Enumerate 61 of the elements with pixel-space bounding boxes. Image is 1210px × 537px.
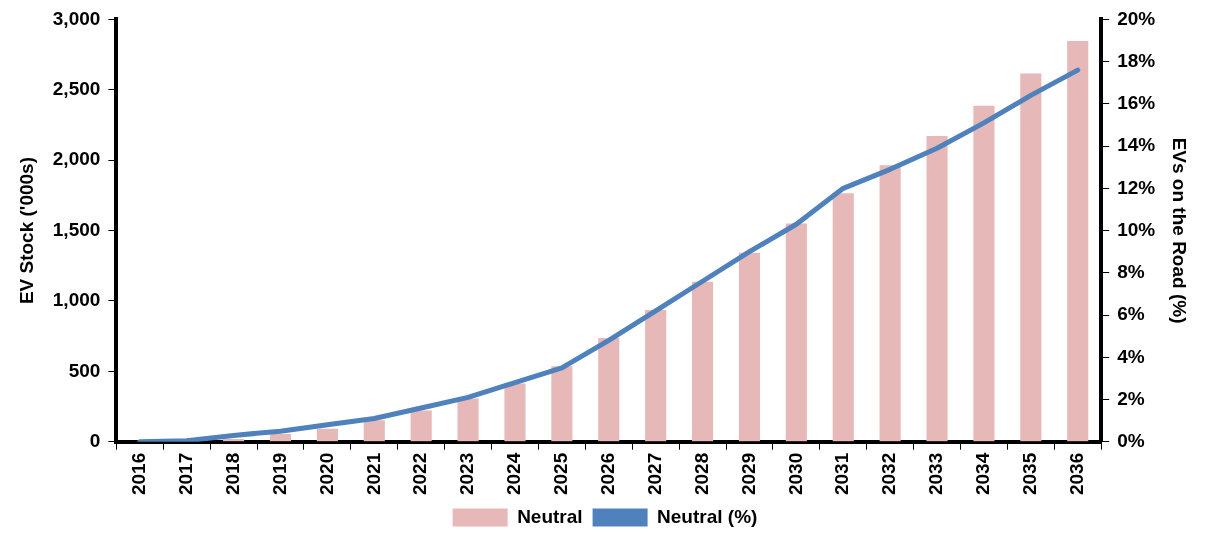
y2-tick-label: 10% [1117,218,1156,240]
bar [504,383,526,442]
bar [316,428,338,442]
y-tick-label: 0 [89,429,101,451]
bar [926,135,948,442]
x-tick-label: 2019 [268,452,290,496]
y2-tick-label: 4% [1117,345,1145,367]
y2-tick-label: 0% [1117,429,1145,451]
bar [738,252,760,442]
bar [598,338,620,442]
y-tick-label: 500 [68,359,101,381]
x-tick-label: 2020 [315,452,337,496]
y2-tick-label: 18% [1117,49,1156,71]
x-tick-label: 2017 [174,452,196,496]
y-tick-label: 1,500 [52,218,101,240]
y2-tick-label: 2% [1117,387,1145,409]
x-tick-label: 2016 [128,452,150,496]
x-tick-label: 2028 [690,452,712,496]
x-tick-label: 2035 [1019,452,1041,496]
x-tick-label: 2030 [784,452,806,496]
bar [269,433,292,442]
x-tick-label: 2032 [878,452,900,496]
x-tick-label: 2022 [409,452,431,496]
x-tick-label: 2023 [456,452,478,496]
bar [692,281,714,442]
y-tick-label: 2,000 [52,148,101,170]
x-tick-label: 2018 [221,452,243,496]
bar [410,410,432,442]
bar [551,366,573,442]
x-tick-label: 2025 [550,452,572,496]
y-tick-label: 2,500 [52,78,101,100]
y2-tick-label: 12% [1117,176,1156,198]
y2-tick-label: 16% [1117,92,1156,114]
y-axis-title: EV Stock ('000s) [15,157,37,305]
x-tick-label: 2033 [925,452,947,496]
x-tick-label: 2029 [737,452,759,496]
y2-tick-label: 6% [1117,303,1145,325]
bar [457,398,479,442]
bar [785,223,807,442]
x-tick-label: 2026 [596,452,618,496]
y2-axis-title: EVs on the Road (%) [1169,137,1191,324]
legend-label: Neutral (%) [657,505,758,527]
bar [363,420,385,442]
x-tick-label: 2027 [643,452,665,496]
bar [832,193,854,442]
y2-tick-label: 8% [1117,261,1145,283]
bar [879,165,901,442]
y-tick-label: 3,000 [52,7,101,29]
bar [645,309,667,442]
x-tick-label: 2021 [362,452,384,496]
y2-tick-label: 14% [1117,134,1156,156]
y2-tick-label: 20% [1117,7,1156,29]
legend-label: Neutral [517,505,583,527]
x-tick-label: 2036 [1065,452,1087,496]
x-tick-label: 2024 [503,452,525,496]
bar [1067,40,1089,442]
y-tick-label: 1,000 [52,289,101,311]
x-tick-label: 2034 [972,452,994,496]
x-tick-label: 2031 [831,452,853,496]
bar [973,105,995,442]
bar [1020,73,1042,442]
